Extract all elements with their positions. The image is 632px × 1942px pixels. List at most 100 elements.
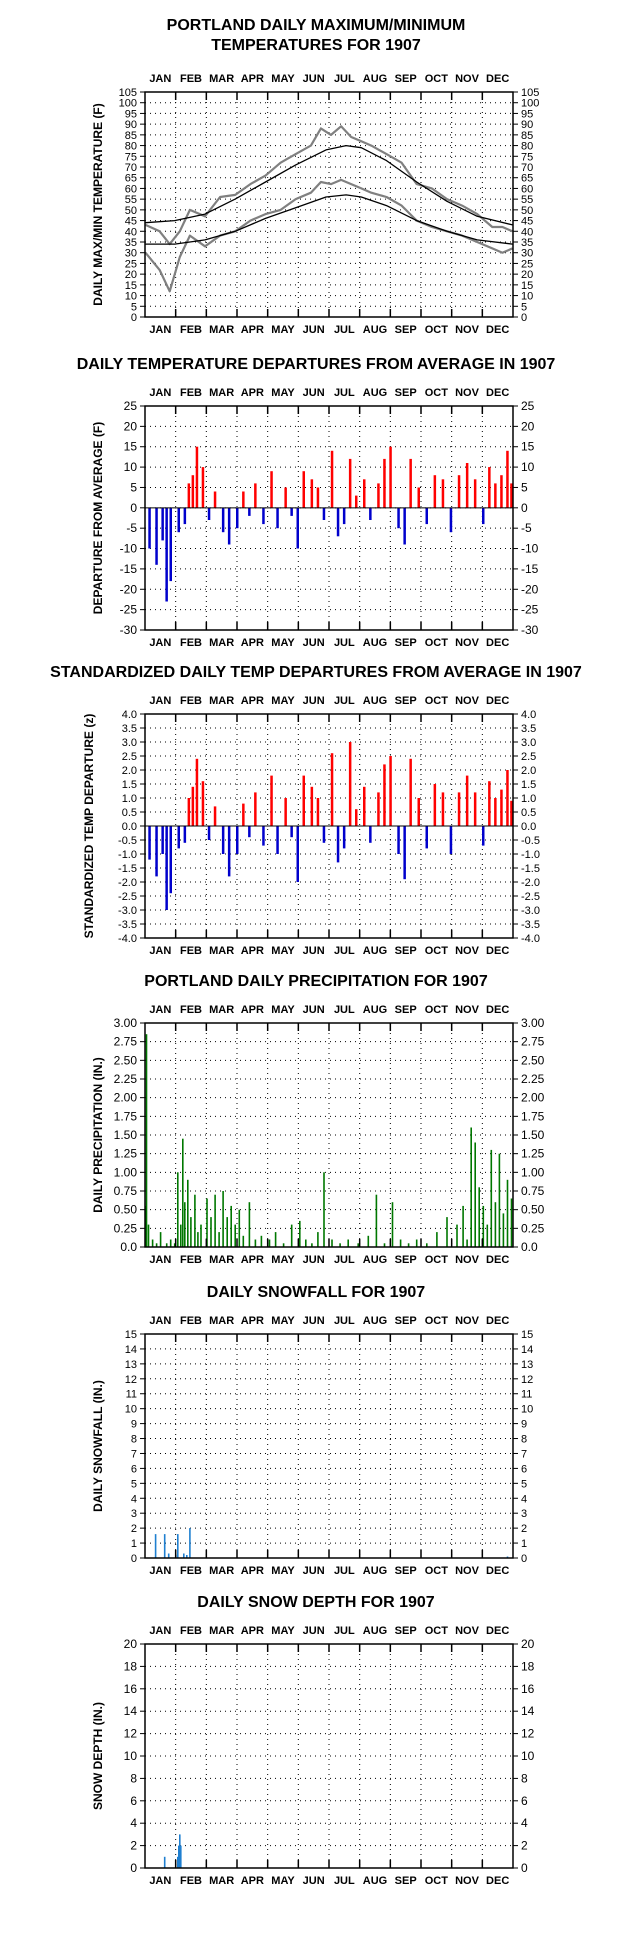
month-label-top: OCT [425, 1004, 449, 1016]
y-tick-label-right: 0.50 [521, 1203, 545, 1217]
grid-dots [145, 1644, 513, 1868]
bar [389, 756, 392, 826]
month-label-bottom: JAN [149, 1875, 171, 1887]
month-label-top: MAR [209, 73, 234, 85]
y-tick-label-right: 5 [521, 301, 527, 313]
bar [178, 1845, 180, 1868]
bar [173, 1243, 176, 1247]
y-tick-label-left: 20 [124, 1637, 138, 1651]
y-tick-label-left: 8 [131, 1434, 137, 1446]
y-tick-label-left: 18 [124, 1659, 138, 1673]
y-tick-label-left: 10 [125, 1404, 137, 1416]
data-marks [148, 446, 513, 602]
bar [148, 826, 151, 860]
y-tick-label-right: 6 [521, 1463, 527, 1475]
y-tick-label-right: 65 [521, 173, 533, 185]
y-tick-label-left: 2.50 [114, 1053, 138, 1067]
bar [191, 786, 195, 826]
y-tick-label-right: 0.5 [521, 807, 536, 819]
month-label-bottom: OCT [425, 945, 449, 957]
bar [201, 467, 205, 508]
y-tick-label-right: 15 [521, 1329, 533, 1341]
bar [305, 1239, 307, 1247]
bar [441, 792, 445, 826]
y-tick-label-left: 1.0 [122, 793, 137, 805]
month-label-bottom: AUG [363, 1565, 387, 1577]
bar [195, 758, 199, 826]
y-tick-label-right: 0 [521, 1861, 528, 1875]
month-label-bottom: DEC [486, 1254, 509, 1266]
month-label-top: JUL [334, 1625, 355, 1637]
month-label-bottom: SEP [395, 324, 417, 336]
bar [260, 1235, 263, 1247]
month-label-bottom: DEC [486, 324, 509, 336]
y-tick-label-right: 90 [521, 119, 533, 131]
bar [161, 507, 164, 541]
y-tick-label-left: 1.00 [114, 1165, 138, 1179]
y-tick-label-left: 0.75 [114, 1184, 138, 1198]
month-label-top: FEB [180, 1625, 202, 1637]
month-label-bottom: JUL [334, 1565, 355, 1577]
month-label-bottom: APR [241, 1254, 264, 1266]
month-label-top: JAN [149, 387, 171, 399]
bar [169, 826, 172, 894]
y-tick-label-right: 55 [521, 194, 533, 206]
bar [184, 1202, 186, 1247]
month-label-bottom: JUL [334, 1254, 355, 1266]
month-label-top: DEC [486, 695, 509, 707]
bar [302, 775, 305, 826]
month-label-bottom: AUG [363, 1254, 387, 1266]
bar [482, 507, 485, 525]
bar [488, 467, 491, 508]
bar [367, 1235, 370, 1247]
y-tick-label-right: 85 [521, 130, 533, 142]
y-tick-label-left: -2.0 [118, 877, 137, 889]
y-tick-label-right: 4 [521, 1493, 527, 1505]
bar [383, 458, 386, 508]
bar [210, 1217, 212, 1247]
month-label-top: NOV [455, 695, 480, 707]
y-tick-label-left: 2.75 [114, 1035, 138, 1049]
bar [347, 1239, 349, 1247]
y-tick-label-left: 65 [125, 173, 137, 185]
bar [482, 1205, 485, 1247]
month-label-top: FEB [180, 73, 202, 85]
bar [457, 792, 461, 826]
y-tick-label-right: 2.75 [521, 1035, 545, 1049]
y-tick-label-left: 3.0 [122, 737, 137, 749]
month-label-top: APR [241, 73, 264, 85]
month-label-top: OCT [425, 387, 449, 399]
bar [296, 507, 299, 549]
y-tick-label-right: 1 [521, 1538, 527, 1550]
y-tick-label-left: -15 [120, 562, 138, 576]
bar [248, 826, 251, 838]
data-marks [144, 1034, 513, 1247]
y-tick-label-left: 16 [124, 1682, 138, 1696]
y-tick-label-left: 6 [130, 1794, 137, 1808]
bar [238, 1209, 241, 1247]
y-tick-label-left: -10 [120, 542, 138, 556]
bar [377, 483, 380, 508]
bar [262, 507, 265, 525]
month-label-top: NOV [455, 387, 480, 399]
month-label-bottom: DEC [486, 1565, 509, 1577]
bar [187, 1179, 189, 1247]
y-tick-label-left: 50 [125, 205, 137, 217]
month-label-top: MAY [271, 73, 295, 85]
y-axis-label: STANDARDIZED TEMP DEPARTURE (z) [82, 714, 96, 939]
bar [462, 1205, 464, 1247]
y-ticks [140, 1022, 518, 1248]
bar [222, 1191, 224, 1247]
grid-dots [145, 406, 513, 630]
bar [339, 1243, 341, 1247]
bar [397, 507, 400, 529]
month-label-top: APR [241, 387, 264, 399]
bar [474, 1142, 476, 1247]
month-label-top: APR [241, 695, 264, 707]
y-tick-label-right: 10 [521, 1749, 535, 1763]
bar [389, 446, 392, 508]
bar [201, 781, 205, 826]
bar [510, 1198, 513, 1247]
month-label-bottom: JUN [303, 945, 325, 957]
